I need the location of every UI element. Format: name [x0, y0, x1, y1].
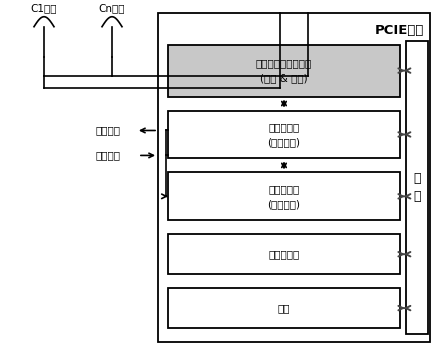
Text: (发射 & 接收): (发射 & 接收) [260, 74, 308, 83]
Text: (调制单元): (调制单元) [268, 137, 300, 147]
Text: C1天线: C1天线 [31, 3, 57, 13]
Bar [168, 288, 400, 328]
Bar [168, 172, 400, 220]
Text: 背
板: 背 板 [413, 172, 421, 203]
Text: 信号处理板: 信号处理板 [268, 184, 299, 194]
Text: 单板计算机: 单板计算机 [268, 249, 299, 259]
Text: 频综及射频信道处理: 频综及射频信道处理 [256, 59, 312, 69]
Bar [158, 13, 430, 342]
Bar [406, 41, 428, 334]
Text: 时钟输入: 时钟输入 [96, 150, 120, 161]
Text: PCIE平台: PCIE平台 [375, 24, 424, 37]
Text: 电源: 电源 [278, 303, 290, 313]
Bar [168, 111, 400, 158]
Text: 信号处理板: 信号处理板 [268, 122, 299, 132]
Text: (解调单元): (解调单元) [268, 199, 300, 209]
Text: 时钟输出: 时钟输出 [96, 125, 120, 136]
Bar [168, 234, 400, 274]
Text: Cn天线: Cn天线 [99, 3, 125, 13]
Bar [168, 45, 400, 96]
